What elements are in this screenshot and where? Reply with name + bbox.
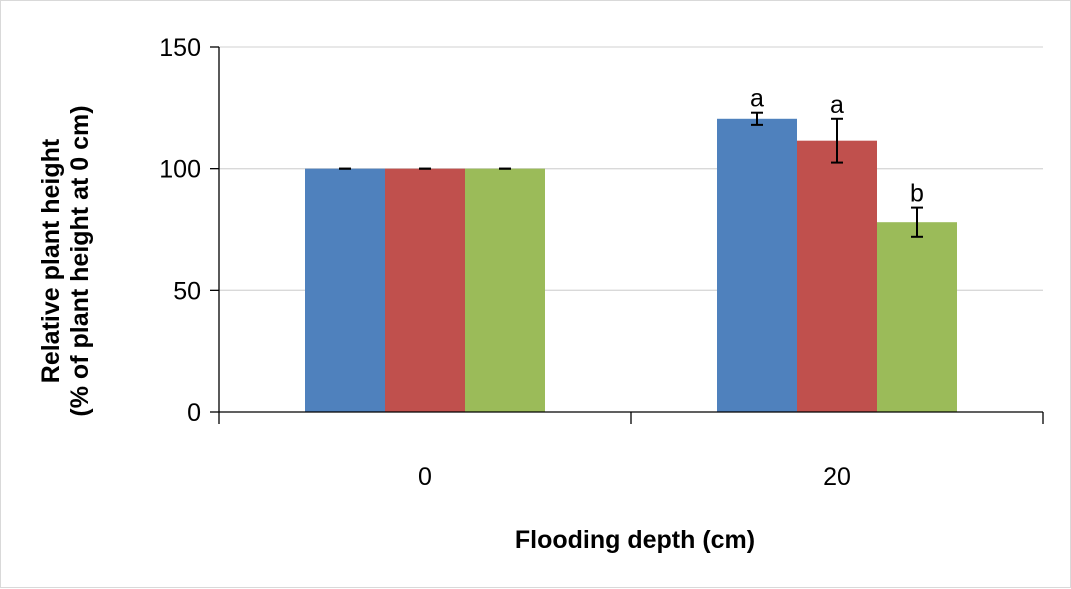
y-tick-label: 0 [187,399,201,427]
bar [877,222,957,412]
axes [210,46,1044,424]
error-bars [339,111,923,238]
bar [305,168,385,412]
significance-label: a [750,85,764,113]
x-axis-title: Flooding depth (cm) [515,526,755,554]
x-tick-label: 20 [823,463,851,491]
significance-labels: a a b [750,85,924,208]
significance-label: b [910,180,924,208]
bar [465,168,545,412]
bar [717,118,797,413]
y-tick-label: 150 [159,34,201,62]
y-tick-label: 100 [159,156,201,184]
y-tick-label: 50 [173,277,201,305]
y-axis-title-line2: (% of plant height at 0 cm) [66,105,94,416]
x-tick-label: 0 [418,463,432,491]
bar [385,168,465,412]
y-tick-labels: 0 50 100 150 [159,34,201,427]
x-tick-labels: 0 20 [418,463,851,491]
bar [797,140,877,412]
significance-label: a [830,91,844,119]
y-axis-title-line1: Relative plant height [37,138,65,383]
bars [305,118,957,413]
